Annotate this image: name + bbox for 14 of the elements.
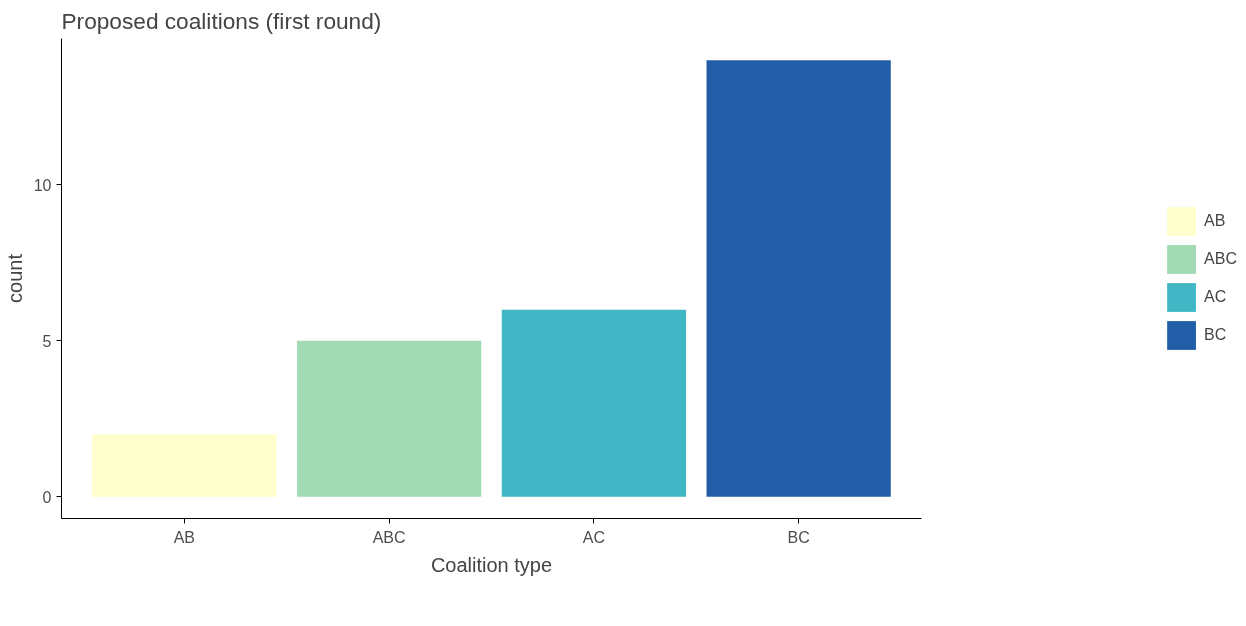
legend-label: ABC [1204,250,1237,268]
legend-label: AC [1204,288,1227,306]
x-tick-label: AB [173,528,196,546]
chart-title: Proposed coalitions (first round) [61,7,382,34]
legend-label: BC [1204,326,1227,344]
y-tick-label: 0 [42,488,52,506]
x-tick-label: ABC [372,528,406,546]
x-axis-title: Coalition type [430,553,553,576]
y-tick-label: 5 [42,332,52,350]
y-axis-title: count [3,253,26,303]
x-tick-label: BC [787,528,810,546]
y-tick-label: 10 [33,176,52,194]
legend-label: AB [1204,212,1226,230]
x-tick-label: AC [582,528,605,546]
